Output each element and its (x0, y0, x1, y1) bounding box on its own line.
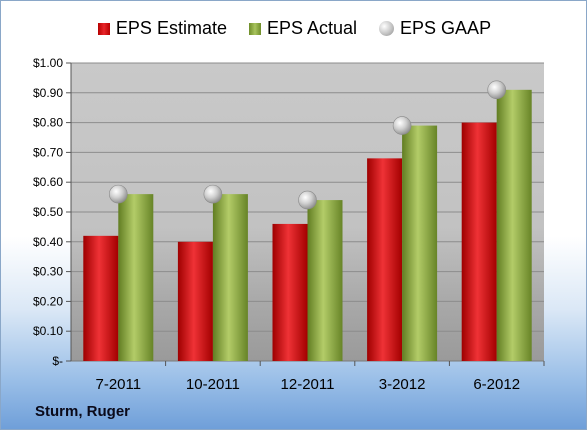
legend-label-eps-gaap: EPS GAAP (400, 18, 492, 38)
marker-eps-gaap (298, 190, 317, 210)
ytick-label: $0.60 (33, 175, 63, 189)
xtick-label: 6-2012 (473, 376, 520, 393)
bar-eps-estimate (177, 241, 213, 361)
bar-eps-actual (496, 89, 532, 361)
bar-eps-actual (307, 200, 343, 361)
legend-item-eps-gaap: EPS GAAP (379, 18, 491, 39)
legend-item-eps-estimate: EPS Estimate (97, 18, 227, 39)
xtick-label: 12-2011 (281, 376, 335, 393)
legend-swatch-eps-estimate (97, 22, 110, 35)
ytick-label: $0.70 (33, 145, 63, 159)
legend-swatch-eps-gaap (379, 21, 395, 36)
ytick-label: $0.50 (33, 205, 63, 219)
ytick-label: $0.10 (33, 324, 63, 338)
marker-eps-gaap (109, 184, 128, 204)
bar-eps-estimate (367, 158, 403, 361)
marker-eps-gaap (487, 80, 507, 100)
legend-item-eps-actual: EPS Actual (248, 18, 358, 39)
legend-label-eps-estimate: EPS Estimate (115, 18, 227, 38)
ytick-label: $1.00 (33, 56, 63, 70)
ytick-label: $0.90 (33, 86, 63, 100)
ytick-label: $0.40 (33, 235, 63, 249)
xtick-label: 7-2011 (96, 376, 142, 393)
legend: EPS Estimate EPS Actual EPS GAAP (1, 18, 586, 39)
bar-eps-estimate (461, 122, 497, 361)
ytick-label: $0.20 (33, 294, 63, 308)
bar-eps-actual (212, 194, 248, 361)
company-name: Sturm, Ruger (35, 403, 131, 420)
bar-eps-actual (402, 125, 438, 361)
ytick-label: $0.80 (33, 116, 63, 130)
xtick-label: 10-2011 (186, 376, 240, 393)
ytick-label: $- (52, 354, 63, 368)
bar-eps-estimate (83, 235, 119, 361)
bar-eps-actual (118, 194, 154, 361)
xtick-label: 3-2012 (379, 376, 426, 393)
marker-eps-gaap (392, 116, 412, 135)
legend-label-eps-actual: EPS Actual (266, 18, 358, 38)
marker-eps-gaap (203, 184, 223, 204)
legend-swatch-eps-actual (248, 22, 261, 35)
bar-eps-estimate (272, 223, 308, 361)
ytick-label: $0.30 (33, 265, 63, 279)
